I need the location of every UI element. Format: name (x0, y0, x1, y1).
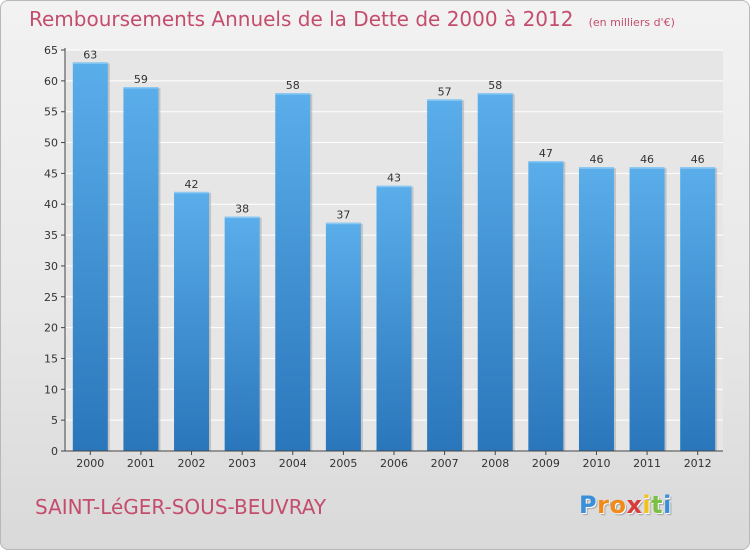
bar-highlight (123, 87, 159, 89)
data-label: 46 (640, 153, 654, 166)
bar-2010 (578, 167, 614, 451)
x-tick-label: 2000 (76, 457, 104, 470)
bar-2006 (376, 185, 412, 451)
y-tick-label: 40 (44, 198, 58, 211)
x-tick-label: 2002 (178, 457, 206, 470)
y-tick-label: 45 (44, 167, 58, 180)
y-tick-label: 10 (44, 383, 58, 396)
data-label: 59 (134, 73, 148, 86)
data-label: 43 (387, 172, 401, 185)
chart-title-main: Remboursements Annuels de la Dette de 20… (29, 7, 574, 31)
data-label: 63 (83, 48, 97, 61)
y-tick-label: 5 (51, 414, 58, 427)
x-tick-label: 2010 (582, 457, 610, 470)
bar-2009 (528, 161, 564, 452)
x-tick-label: 2011 (633, 457, 661, 470)
x-tick-label: 2004 (279, 457, 307, 470)
data-label: 58 (488, 79, 502, 92)
x-tick-label: 2003 (228, 457, 256, 470)
x-tick-label: 2007 (431, 457, 459, 470)
bar-2001 (123, 87, 159, 451)
logo-letter: t (651, 491, 664, 519)
data-label: 57 (438, 85, 452, 98)
bar-2000 (72, 62, 108, 451)
commune-name: SAINT-LéGER-SOUS-BEUVRAY (35, 495, 327, 519)
axes (61, 48, 723, 455)
bar-highlight (174, 191, 210, 194)
logo-letter: r (597, 491, 610, 519)
data-label: 38 (235, 203, 249, 216)
bar-2002 (174, 191, 210, 451)
y-tick-label: 20 (44, 322, 58, 335)
y-tick-label: 60 (44, 75, 58, 88)
y-tick-label: 35 (44, 229, 58, 242)
bar-2012 (680, 167, 716, 451)
y-tick-label: 50 (44, 137, 58, 150)
data-label: 58 (286, 79, 300, 92)
bar-highlight (325, 222, 361, 225)
data-label: 46 (589, 153, 603, 166)
bar-highlight (629, 167, 665, 169)
bar-highlight (680, 167, 716, 169)
bar-2004 (275, 93, 311, 451)
labels: 0 5 10 15 20 25 30 35 40 45 50 55 60 65 63 2000 59 2001 42… (44, 44, 712, 470)
y-tick-label: 15 (44, 352, 58, 365)
bar-2005 (325, 222, 361, 451)
x-tick-label: 2001 (127, 457, 155, 470)
chart-title-unit: (en milliers d'€) (588, 16, 675, 29)
bar-highlight (427, 99, 463, 101)
bar-highlight (224, 216, 260, 219)
x-tick-label: 2009 (532, 457, 560, 470)
bars (72, 62, 718, 452)
x-tick-label: 2005 (329, 457, 357, 470)
bar-highlight (477, 93, 513, 95)
logo-letter: o (609, 491, 627, 519)
bar-2003 (224, 216, 260, 451)
logo-letter: i (663, 491, 672, 519)
x-tick-label: 2006 (380, 457, 408, 470)
bar-highlight (376, 185, 412, 188)
data-label: 42 (185, 178, 199, 191)
proxiti-logo: Proxiti (579, 491, 672, 519)
x-tick-label: 2008 (481, 457, 509, 470)
x-tick-label: 2012 (684, 457, 712, 470)
logo-letter: P (579, 491, 598, 519)
data-label: 47 (539, 147, 553, 160)
bar-highlight (528, 161, 564, 163)
chart-title: Remboursements Annuels de la Dette de 20… (29, 7, 675, 31)
bar-2007 (427, 99, 463, 451)
y-tick-label: 30 (44, 260, 58, 273)
data-label: 37 (336, 209, 350, 222)
data-label: 46 (691, 153, 705, 166)
bar-2011 (629, 167, 665, 451)
y-tick-label: 25 (44, 291, 58, 304)
logo-letter: x (626, 491, 643, 519)
bar-highlight (72, 62, 108, 64)
logo-letter: i (642, 491, 652, 519)
y-tick-label: 0 (51, 445, 58, 458)
bar-2008 (477, 93, 513, 451)
y-tick-label: 65 (44, 44, 58, 57)
bar-highlight (275, 93, 311, 95)
y-tick-label: 55 (44, 106, 58, 119)
bar-highlight (578, 167, 614, 169)
